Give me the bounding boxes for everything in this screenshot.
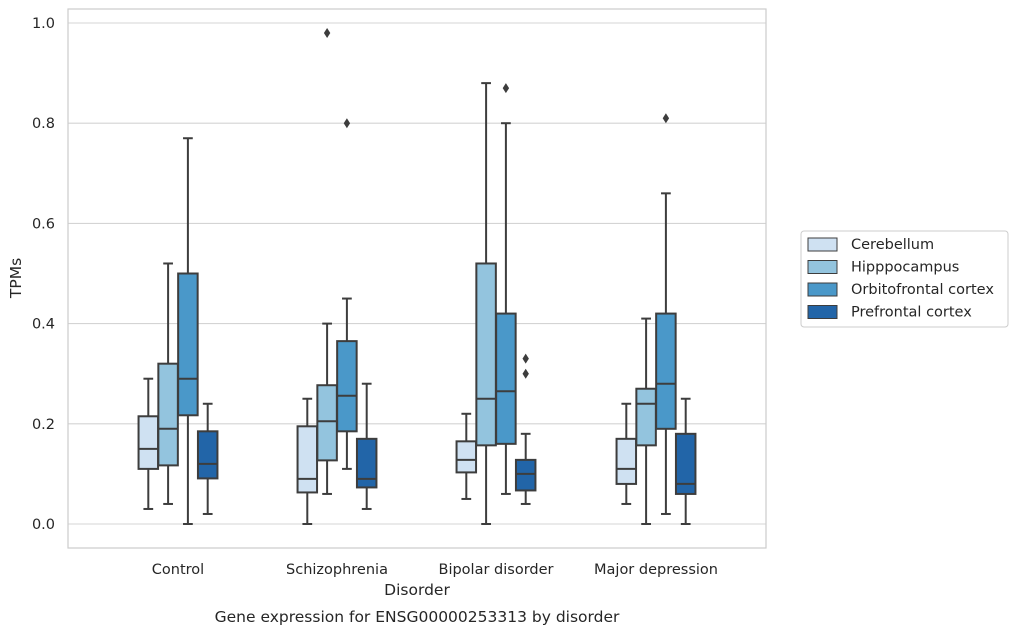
chart-caption: Gene expression for ENSG00000253313 by d… <box>215 608 620 626</box>
x-tick-label: Schizophrenia <box>286 562 388 578</box>
outlier-marker <box>662 113 670 124</box>
y-tick-label: 0.0 <box>32 517 55 533</box>
box <box>137 415 160 470</box>
y-axis-label: TPMs <box>7 258 25 299</box>
legend-swatch <box>807 305 838 319</box>
outlier-marker <box>343 118 351 129</box>
box <box>455 440 478 474</box>
box <box>157 362 179 467</box>
box <box>355 437 378 489</box>
box <box>336 340 358 433</box>
legend-swatch <box>807 260 838 274</box>
x-tick-label: Control <box>152 562 204 578</box>
plot-background <box>68 9 766 548</box>
y-tick-label: 0.4 <box>32 317 55 333</box>
x-tick-label: Bipolar disorder <box>439 562 554 578</box>
x-axis-label: Disorder <box>384 581 450 599</box>
outlier-marker <box>502 83 510 94</box>
box <box>475 262 497 447</box>
legend-label: Hipppocampus <box>851 260 959 276</box>
y-tick-label: 0.8 <box>32 116 55 132</box>
x-axis-ticks: Control Schizophrenia Bipolar disorder Majo… <box>152 562 718 578</box>
box <box>674 432 697 495</box>
box <box>655 312 677 430</box>
box <box>635 387 657 447</box>
box <box>177 272 199 417</box>
box <box>316 384 338 462</box>
box <box>495 312 517 445</box>
legend-frame <box>800 230 1009 328</box>
x-tick-label: Major depression <box>594 562 718 578</box>
box <box>296 425 319 494</box>
box <box>196 430 219 480</box>
outlier-marker <box>522 368 529 379</box>
y-axis-ticks: 0.0 0.2 0.4 0.6 0.8 1.0 <box>32 16 55 533</box>
plot-frame <box>67 8 767 549</box>
y-tick-label: 0.2 <box>32 417 55 433</box>
box <box>615 437 638 485</box>
y-tick-label: 1.0 <box>32 16 55 32</box>
y-tick-label: 0.6 <box>32 216 55 232</box>
legend-swatch <box>807 237 838 252</box>
legend-label: Cerebellum <box>851 237 934 253</box>
box <box>514 458 537 492</box>
legend-label: Orbitofrontal cortex <box>851 282 994 298</box>
legend-label: Prefrontal cortex <box>851 305 972 321</box>
box-plots <box>137 28 697 525</box>
legend-swatch <box>807 282 838 297</box>
outlier-marker <box>522 353 529 364</box>
legend: Cerebellum Hipppocampus Orbitofrontal cort… <box>800 230 1009 328</box>
outlier-marker <box>323 28 331 39</box>
